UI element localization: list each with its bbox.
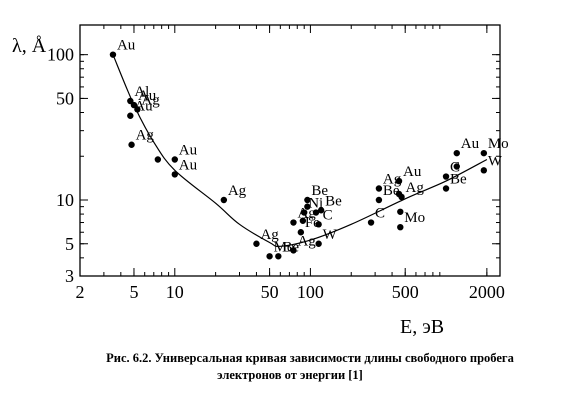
data-point — [317, 207, 325, 214]
x-tick-label: 10 — [166, 282, 184, 302]
data-point — [395, 177, 403, 185]
data-point — [453, 163, 460, 170]
x-tick-label: 50 — [261, 282, 279, 302]
data-point — [375, 196, 383, 204]
point-label: C — [323, 207, 333, 223]
data-point — [304, 203, 311, 210]
data-point — [290, 219, 297, 226]
data-point — [297, 229, 305, 236]
point-label: Au — [461, 136, 480, 152]
universal-curve — [112, 54, 488, 248]
data-point — [480, 149, 488, 157]
y-tick-label: 100 — [47, 45, 74, 65]
data-point — [442, 173, 450, 180]
point-label: Au — [117, 38, 136, 54]
point-label: Be — [450, 171, 467, 187]
data-point — [266, 253, 273, 260]
data-point — [127, 112, 134, 119]
point-label: W — [323, 227, 338, 243]
point-label: Be — [325, 193, 342, 209]
x-tick-label: 5 — [129, 282, 138, 302]
data-point — [315, 221, 322, 228]
point-label: Ag — [141, 92, 160, 108]
point-label: Au — [403, 164, 422, 180]
point-label: Au — [138, 88, 157, 104]
point-label: Be — [383, 183, 400, 199]
data-point — [171, 171, 178, 178]
data-point — [128, 141, 135, 148]
point-label: Au — [134, 99, 153, 115]
data-point — [397, 208, 404, 215]
data-point — [480, 167, 488, 174]
x-tick-label: 2000 — [469, 282, 505, 302]
x-tick-label: 500 — [392, 282, 419, 302]
x-tick-label: 100 — [297, 282, 324, 302]
data-point — [315, 240, 322, 247]
point-label: Ag — [136, 128, 155, 144]
point-label: Al — [134, 84, 149, 100]
x-axis-label: E, эВ — [400, 316, 444, 338]
data-point — [397, 223, 404, 231]
axes: 2 5 10 50 100 500 2000 3 5 10 50 100 — [47, 24, 505, 302]
point-label: C — [375, 206, 385, 222]
y-tick-label: 3 — [65, 266, 74, 286]
point-label: Ag — [297, 233, 316, 249]
data-point — [367, 219, 375, 226]
data-point — [154, 156, 162, 163]
point-label: Ag — [406, 180, 425, 196]
x-tick-label: 2 — [76, 282, 85, 302]
y-axis-label: λ, Å — [12, 35, 47, 57]
figure-caption-line-1: Рис. 6.2. Универсальная кривая зависимос… — [106, 351, 514, 365]
data-point — [127, 97, 134, 105]
point-label: Mo — [404, 210, 425, 226]
data-point — [290, 247, 297, 254]
data-point — [130, 101, 138, 109]
data-point — [453, 149, 460, 157]
data-point — [442, 185, 450, 192]
figure-caption-line-2: электронов от энергии [1] — [217, 368, 363, 382]
point-label: Ag — [260, 227, 279, 243]
data-point — [275, 253, 282, 260]
data-point — [220, 196, 228, 204]
point-label: Ag — [228, 183, 247, 199]
data-point — [301, 209, 308, 216]
point-label: W — [488, 153, 503, 169]
data-point — [134, 106, 141, 113]
data-point — [312, 209, 320, 216]
point-label: Be — [311, 183, 328, 199]
point-label: Ni — [308, 196, 323, 212]
universal-curve-line — [112, 54, 488, 248]
data-point — [375, 185, 383, 192]
data-points: AuAlAuAgAuAgAuAuAgAgMoBeAgAgFeBeNiCBeWCA… — [109, 38, 509, 260]
point-label: Fe — [305, 215, 320, 231]
point-label: Au — [179, 142, 198, 158]
data-point — [109, 51, 117, 58]
point-label: Mo — [274, 239, 295, 255]
data-point — [304, 196, 311, 204]
plot-frame — [79, 24, 501, 277]
y-tick-label: 10 — [56, 190, 74, 210]
point-label: Au — [179, 157, 198, 173]
data-point — [398, 193, 405, 201]
data-point — [299, 217, 307, 224]
data-point — [253, 240, 260, 247]
point-label: Mo — [488, 136, 509, 152]
data-point — [171, 156, 178, 163]
y-tick-label: 50 — [56, 88, 74, 108]
y-tick-label: 5 — [65, 234, 74, 254]
